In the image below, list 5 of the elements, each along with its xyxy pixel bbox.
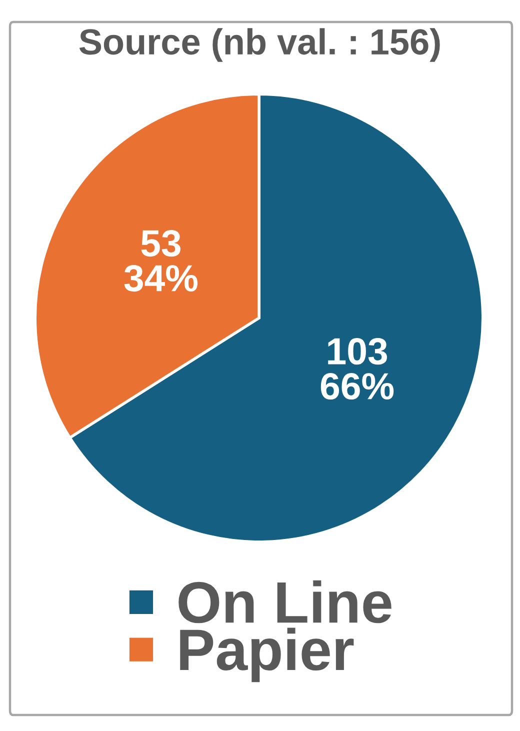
data-label: 53 34% xyxy=(124,230,198,292)
legend-label: Papier xyxy=(180,628,354,682)
legend-label: On Line xyxy=(178,580,392,624)
data-label: 103 66% xyxy=(320,338,394,400)
chart-title: Source (nb val. : 156) xyxy=(79,28,440,62)
